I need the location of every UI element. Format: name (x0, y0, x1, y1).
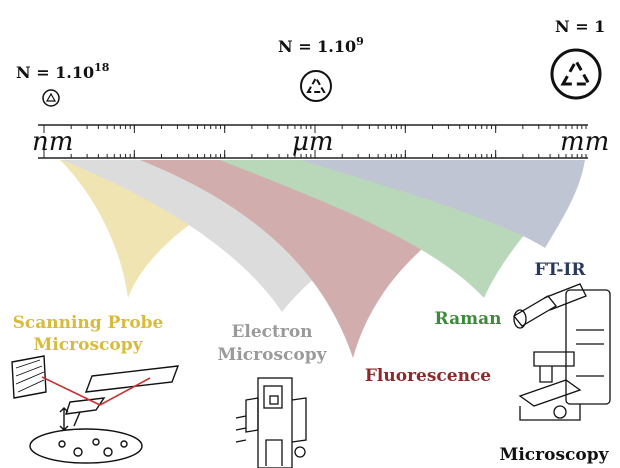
electron-microscope-icon (235, 377, 307, 468)
cone-raman (220, 160, 585, 298)
cone-electron (62, 160, 505, 312)
label-ftir: FT-IR (534, 260, 586, 280)
particle-count-medium: N = 1.109 (278, 35, 364, 102)
afm-cantilever-icon (11, 355, 180, 464)
svg-text:N = 1: N = 1 (555, 17, 605, 36)
recycle-icon (42, 89, 60, 107)
cone-scanning-probe (60, 160, 315, 298)
particle-count-prefix: N = 1.10 (278, 37, 356, 56)
cone-fluorescence (140, 160, 585, 358)
scale-axis: nm μm mm (32, 124, 609, 159)
label-electron-line2: Microscopy (218, 345, 328, 365)
particle-count-exponent: 18 (94, 61, 110, 74)
scale-label-mm: mm (560, 127, 609, 157)
particle-count-exponent: 9 (356, 35, 364, 48)
label-scanning-probe-line2: Microscopy (34, 335, 144, 355)
particle-count-small: N = 1.1018 (16, 61, 110, 107)
svg-text:N = 1.109: N = 1.109 (278, 35, 364, 56)
label-fluorescence: Fluorescence (365, 366, 491, 386)
microscopy-caption: Microscopy (500, 445, 610, 465)
axis-ticks (43, 125, 587, 158)
recycle-icon (550, 48, 602, 100)
particle-count-prefix: N = 1 (555, 17, 605, 36)
recycle-icon (300, 70, 332, 102)
particle-count-prefix: N = 1.10 (16, 63, 94, 82)
technique-labels: Scanning Probe Microscopy Electron Micro… (13, 260, 587, 386)
label-raman: Raman (435, 309, 502, 329)
svg-text:N = 1.1018: N = 1.1018 (16, 61, 110, 82)
label-scanning-probe-line1: Scanning Probe (13, 313, 164, 333)
cone-ftir (300, 160, 585, 248)
range-cones (60, 160, 585, 358)
scale-label-um: μm (292, 127, 334, 157)
particle-count-large: N = 1 (550, 17, 605, 100)
optical-microscope-icon (513, 283, 611, 421)
scale-label-nm: nm (32, 127, 73, 157)
label-electron-line1: Electron (231, 322, 312, 342)
